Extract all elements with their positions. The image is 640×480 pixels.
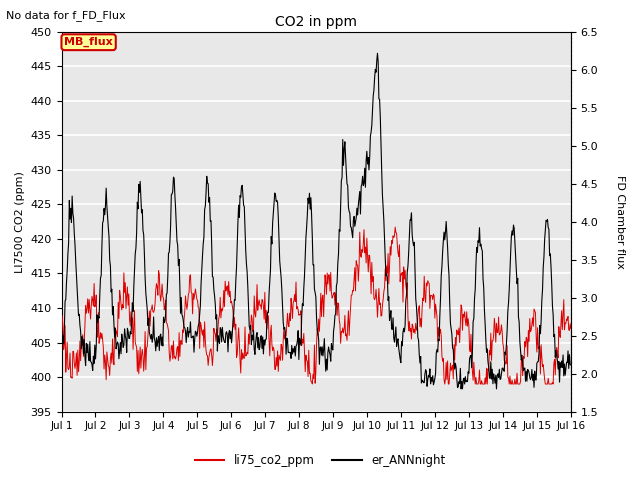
Text: No data for f_FD_Flux: No data for f_FD_Flux	[6, 10, 126, 21]
Y-axis label: FD Chamber flux: FD Chamber flux	[615, 175, 625, 268]
Text: MB_flux: MB_flux	[64, 37, 113, 48]
Legend: li75_co2_ppm, er_ANNnight: li75_co2_ppm, er_ANNnight	[190, 449, 450, 472]
Title: CO2 in ppm: CO2 in ppm	[275, 15, 357, 29]
Y-axis label: LI7500 CO2 (ppm): LI7500 CO2 (ppm)	[15, 171, 25, 273]
